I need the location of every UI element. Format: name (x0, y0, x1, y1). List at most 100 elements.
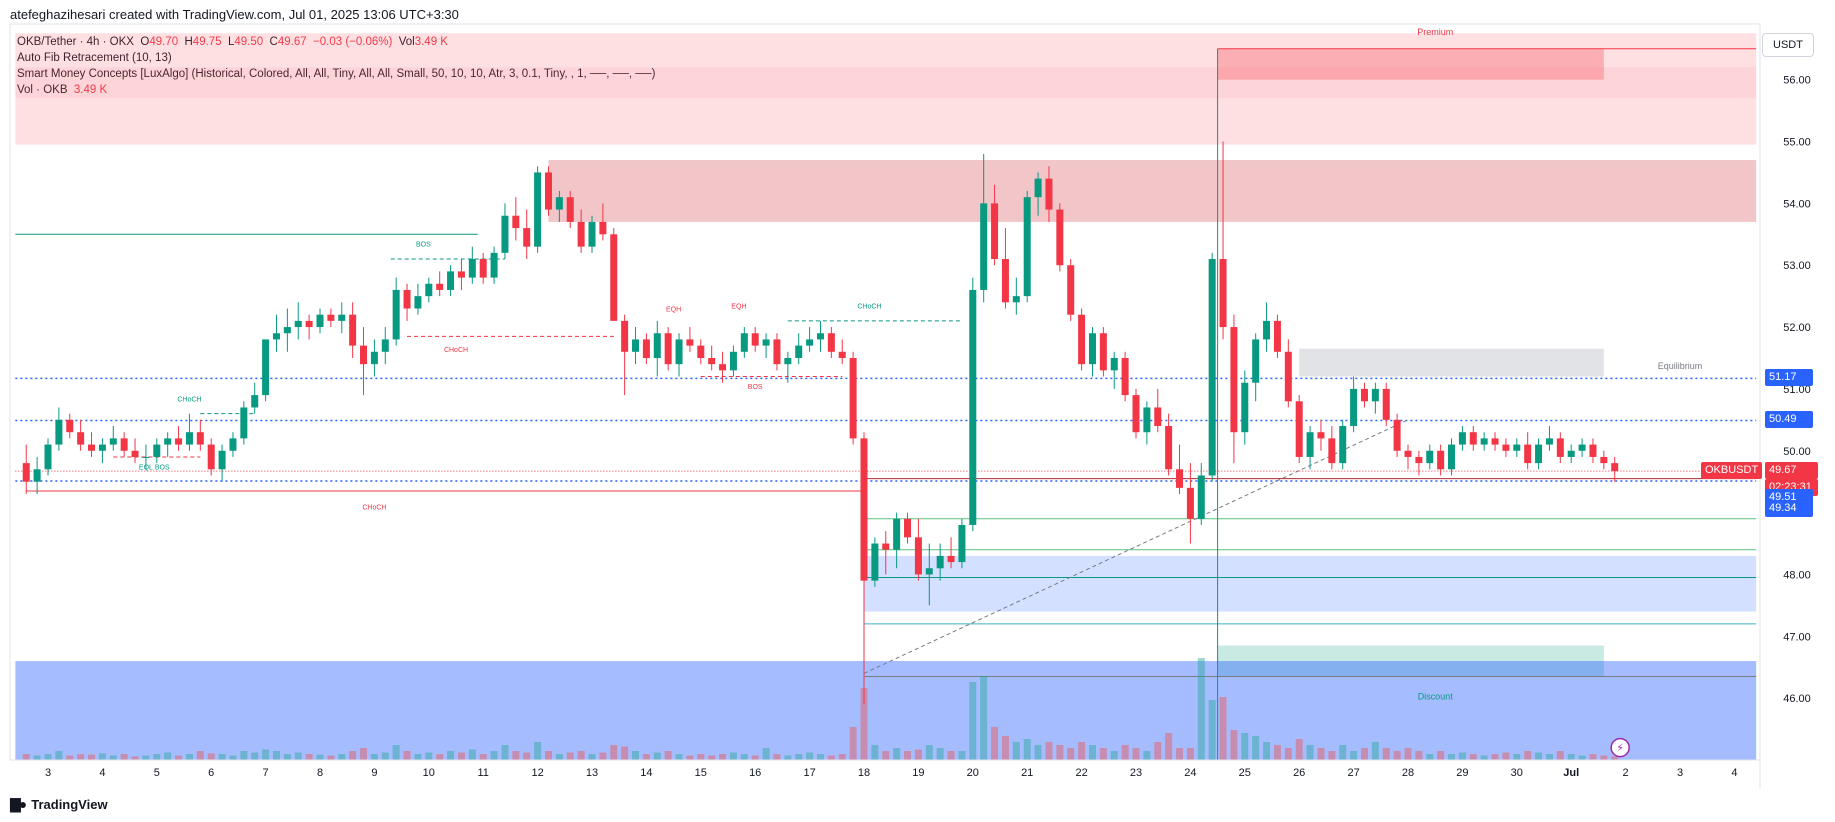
candle-body (632, 339, 640, 352)
candle-body (544, 172, 552, 210)
volume-bar (1611, 756, 1619, 760)
candle-body (77, 432, 85, 445)
candle-body (1545, 438, 1553, 445)
volume-bar (1556, 751, 1564, 760)
candle-body (501, 215, 509, 253)
candle-body (1252, 339, 1260, 383)
candle-body (1426, 450, 1434, 464)
volume-bar (1067, 748, 1075, 760)
candle-body (338, 314, 346, 321)
price-tick-label: 50.00 (1783, 446, 1811, 458)
candle-body (925, 568, 933, 575)
candle-body (207, 444, 215, 470)
chart-credit: atefeghazihesari created with TradingVie… (10, 7, 459, 22)
chart-legend: OKB/Tether · 4h · OKX O49.70 H49.75 L49.… (17, 34, 655, 98)
volume-bar (1241, 733, 1249, 760)
candle-body (1589, 444, 1597, 457)
volume-bar (751, 755, 759, 760)
volume-bar (1382, 748, 1390, 760)
candle-body (773, 339, 781, 365)
volume-bar (664, 751, 672, 760)
time-tick-label: 23 (1130, 767, 1142, 779)
replay-icon: ⚡ (1610, 737, 1630, 758)
volume-bar (795, 754, 803, 760)
indicator-smc[interactable]: Smart Money Concepts [LuxAlgo] (Historic… (17, 68, 656, 80)
volume-bar (44, 754, 52, 760)
volume-bar (1263, 742, 1271, 760)
time-tick-label: 30 (1511, 767, 1523, 779)
volume-bar (1535, 752, 1543, 760)
candle-body (1328, 438, 1336, 464)
price-tick-label: 56.00 (1783, 75, 1811, 87)
candle-body (642, 339, 650, 358)
time-tick-label: 15 (695, 767, 707, 779)
candle-body (1404, 450, 1412, 457)
time-tick-label: 25 (1239, 767, 1251, 779)
price-tag-4934: 49.34 (1765, 499, 1813, 517)
volume-bar (196, 751, 204, 760)
volume-bar (1219, 697, 1227, 760)
volume-bar (1230, 730, 1238, 760)
high-label: H (184, 36, 193, 48)
ohlc-row: OKB/Tether · 4h · OKX O49.70 H49.75 L49.… (17, 34, 655, 50)
lightning-icon: ⚡ (1616, 743, 1624, 755)
volume-bar (849, 727, 857, 760)
volume-bar (980, 676, 988, 760)
demand-zone (864, 555, 1757, 612)
candle-body (316, 314, 324, 328)
volume-bar (719, 754, 727, 760)
volume-bar (838, 754, 846, 760)
volume-bar (1578, 755, 1586, 760)
volume-bar (294, 752, 302, 760)
candle-body (218, 450, 226, 470)
volume-bar (675, 754, 683, 760)
candle-body (1317, 432, 1325, 439)
candle-body (740, 333, 748, 352)
volume-bar (1132, 748, 1140, 760)
candle-body (229, 438, 237, 451)
volume-bar (1088, 745, 1096, 760)
candle-body (653, 333, 661, 358)
volume-bar (1023, 739, 1031, 760)
volume-bar (1469, 754, 1477, 760)
candle-body (512, 215, 520, 229)
indicator-volume[interactable]: Vol · OKB 3.49 K (17, 82, 655, 98)
price-tick-label: 52.00 (1783, 322, 1811, 334)
candle-body (1110, 357, 1118, 371)
symbol-label[interactable]: OKB/Tether · 4h · OKX (17, 36, 134, 48)
volume-bar (164, 752, 172, 760)
candle-body (1360, 388, 1368, 402)
volume-bar (740, 754, 748, 760)
candle-body (131, 450, 139, 457)
candle-body (1176, 469, 1184, 488)
time-tick-label: 27 (1347, 767, 1359, 779)
time-tick-label: 11 (477, 767, 488, 779)
volume-bar (447, 751, 455, 760)
volume-bar (958, 751, 966, 760)
candle-body (1012, 296, 1020, 303)
volume-bar (1186, 748, 1194, 760)
structure-label: CHoCH (177, 396, 201, 403)
currency-button[interactable]: USDT (1762, 33, 1814, 57)
order-block-bull (1217, 645, 1604, 677)
volume-bar (360, 748, 368, 760)
volume-bar (1197, 658, 1205, 760)
candle-body (1535, 444, 1543, 464)
volume-bar (610, 745, 618, 760)
candle-body (621, 320, 629, 352)
candle-body (588, 221, 596, 247)
candle-body (947, 555, 955, 563)
time-tick-label: 18 (858, 767, 870, 779)
volume-bar (1404, 748, 1412, 760)
tradingview-logo[interactable]: ▇● TradingView (10, 796, 108, 813)
indicator-fib[interactable]: Auto Fib Retracement (10, 13) (17, 52, 172, 64)
candle-body (1219, 259, 1227, 328)
candle-body (860, 438, 868, 581)
candle-body (577, 221, 585, 247)
volume-bar (1165, 733, 1173, 760)
candle-body (1306, 432, 1314, 457)
time-tick-label: 20 (967, 767, 979, 779)
volume-bar (262, 749, 270, 760)
